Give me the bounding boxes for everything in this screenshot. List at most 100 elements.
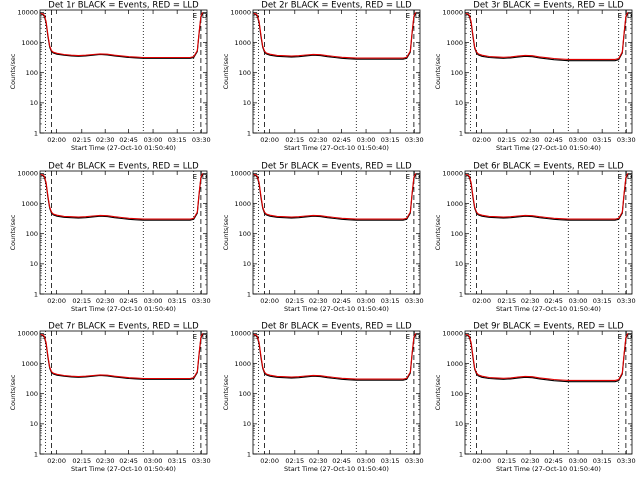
x-tick-label: 02:15	[285, 297, 304, 305]
series-events-line	[465, 333, 629, 383]
y-tick-label: 100	[26, 230, 38, 238]
x-tick-label: 03:30	[405, 136, 424, 144]
y-tick-label: 100	[26, 390, 38, 398]
x-tick-label: 02:15	[72, 457, 91, 465]
y-tick-label: 1000	[21, 200, 38, 208]
x-tick-label: 02:30	[96, 136, 115, 144]
x-tick-label: 03:00	[144, 457, 163, 465]
series-events-line	[40, 333, 204, 380]
chart-panel-8: Det 8r BLACK = Events, RED = LLD 1 10 100 10…	[222, 322, 424, 474]
chart-panel-6: Det 6r BLACK = Events, RED = LLD 1 10 100 10…	[434, 162, 636, 314]
x-tick-label: 02:30	[309, 457, 328, 465]
series-events-line	[465, 12, 629, 62]
y-tick-label: 100	[26, 69, 38, 77]
plot-frame	[252, 170, 421, 295]
y-tick-label: 1000	[234, 200, 251, 208]
x-tick-label: 02:30	[96, 457, 115, 465]
y-tick-label: 1	[247, 129, 251, 137]
y-tick-label: 1	[247, 290, 251, 298]
x-tick-label: 02:00	[260, 457, 279, 465]
x-tick-label: 02:30	[96, 297, 115, 305]
x-tick-label: 02:45	[332, 457, 351, 465]
y-axis-label: Counts/sec	[222, 374, 230, 410]
y-tick-label: 1000	[446, 360, 463, 368]
y-tick-label: 10000	[230, 9, 251, 17]
panel-title: Det 6r BLACK = Events, RED = LLD	[473, 162, 624, 172]
x-tick-label: 03:30	[405, 297, 424, 305]
y-tick-label: 100	[451, 390, 463, 398]
x-tick-label: 03:15	[381, 136, 400, 144]
y-tick-label: 1	[34, 450, 38, 458]
series-lld-line	[40, 173, 204, 220]
chart-panel-1: Det 1r BLACK = Events, RED = LLD 1 10 100 10…	[9, 1, 211, 153]
end-marker-label: E	[618, 12, 622, 20]
x-tick-label: 03:30	[192, 136, 211, 144]
y-tick-label: 10	[455, 420, 463, 428]
x-tick-label: 02:00	[260, 136, 279, 144]
y-tick-label: 100	[239, 390, 251, 398]
plot-frame	[39, 9, 208, 134]
x-tick-label: 03:30	[617, 457, 636, 465]
panel-title: Det 7r BLACK = Events, RED = LLD	[48, 322, 199, 332]
y-tick-label: 10	[243, 420, 251, 428]
x-tick-label: 02:00	[47, 297, 66, 305]
x-axis-label: Start Time (27-Oct-10 01:50:40)	[496, 465, 601, 473]
plot-frame	[39, 330, 208, 455]
d-marker-label: D	[627, 173, 632, 181]
y-tick-label: 100	[451, 69, 463, 77]
y-tick-label: 1	[34, 129, 38, 137]
d-marker-label: D	[627, 12, 632, 20]
end-marker-label: E	[406, 12, 410, 20]
x-tick-label: 03:30	[192, 457, 211, 465]
y-axis-label: Counts/sec	[434, 214, 442, 250]
panel-title: Det 3r BLACK = Events, RED = LLD	[473, 1, 624, 11]
y-tick-label: 10000	[442, 9, 463, 17]
y-tick-label: 100	[239, 230, 251, 238]
x-tick-label: 03:00	[357, 457, 376, 465]
series-lld-line	[253, 333, 417, 380]
x-tick-label: 02:45	[544, 297, 563, 305]
y-tick-label: 10000	[17, 9, 38, 17]
x-tick-label: 03:30	[617, 136, 636, 144]
x-axis-label: Start Time (27-Oct-10 01:50:40)	[496, 305, 601, 313]
y-tick-label: 1	[459, 450, 463, 458]
x-tick-label: 02:00	[47, 457, 66, 465]
x-tick-label: 02:45	[544, 136, 563, 144]
d-marker-label: D	[627, 333, 632, 341]
x-tick-label: 02:45	[119, 297, 138, 305]
chart-panel-5: Det 5r BLACK = Events, RED = LLD 1 10 100 10…	[222, 162, 424, 314]
end-marker-label: E	[406, 173, 410, 181]
plot-frame	[464, 9, 633, 134]
y-tick-label: 10	[30, 260, 38, 268]
chart-panel-7: Det 7r BLACK = Events, RED = LLD 1 10 100 10…	[9, 322, 211, 474]
end-marker-label: E	[193, 333, 197, 341]
y-tick-label: 100	[451, 230, 463, 238]
x-tick-label: 02:15	[72, 136, 91, 144]
x-axis-label: Start Time (27-Oct-10 01:50:40)	[71, 305, 176, 313]
x-tick-label: 03:00	[569, 297, 588, 305]
x-tick-label: 03:00	[357, 297, 376, 305]
d-marker-label: D	[415, 12, 420, 20]
y-tick-label: 10	[455, 260, 463, 268]
x-axis-label: Start Time (27-Oct-10 01:50:40)	[284, 144, 389, 152]
x-tick-label: 02:30	[521, 297, 540, 305]
series-events-line	[40, 173, 204, 221]
series-events-line	[253, 333, 417, 381]
y-tick-label: 100	[239, 69, 251, 77]
x-tick-label: 03:15	[168, 297, 187, 305]
y-tick-label: 10000	[230, 330, 251, 338]
y-tick-label: 1	[34, 290, 38, 298]
series-lld-line	[465, 173, 629, 220]
x-tick-label: 03:00	[569, 136, 588, 144]
y-tick-label: 10	[243, 260, 251, 268]
y-axis-label: Counts/sec	[434, 374, 442, 410]
y-axis-label: Counts/sec	[434, 53, 442, 89]
series-lld-line	[253, 173, 417, 220]
series-lld-line	[253, 12, 417, 59]
chart-panel-3: Det 3r BLACK = Events, RED = LLD 1 10 100 10…	[434, 1, 636, 153]
x-tick-label: 03:15	[381, 457, 400, 465]
y-tick-label: 1000	[21, 39, 38, 47]
series-events-line	[40, 12, 204, 59]
y-tick-label: 1	[247, 450, 251, 458]
x-tick-label: 02:15	[497, 136, 516, 144]
